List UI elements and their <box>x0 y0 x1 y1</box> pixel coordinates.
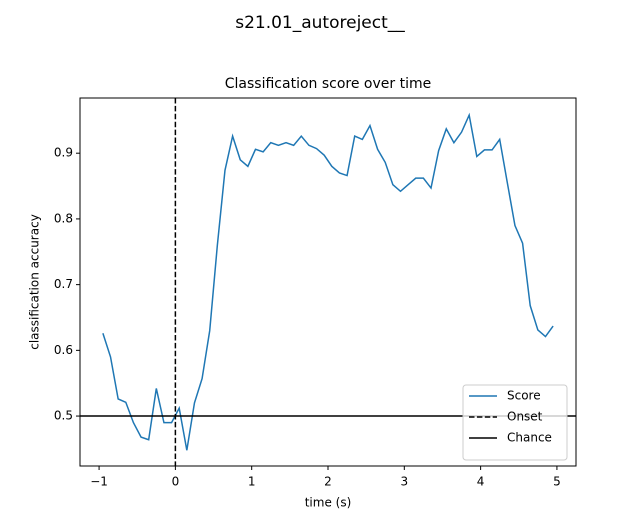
x-tick-label: −1 <box>90 475 108 489</box>
legend-box <box>462 384 568 461</box>
plot-frame <box>79 97 577 467</box>
x-axis-label: time (s) <box>305 496 352 510</box>
legend-label: Score <box>507 389 541 403</box>
x-tick-label: 5 <box>553 475 561 489</box>
x-tick-label: 4 <box>477 475 485 489</box>
x-tick-label: 1 <box>248 475 256 489</box>
y-tick-label: 0.9 <box>54 146 73 160</box>
x-tick-label: 2 <box>324 475 332 489</box>
legend-label: Chance <box>507 431 552 445</box>
y-tick-label: 0.7 <box>54 277 73 291</box>
chart-suptitle: s21.01_autoreject__ <box>235 13 405 33</box>
x-tick-label: 3 <box>400 475 408 489</box>
chart-title: Classification score over time <box>225 76 431 92</box>
legend-label: Onset <box>507 410 543 424</box>
y-tick-label: 0.5 <box>54 409 73 423</box>
score-line <box>102 112 554 451</box>
y-tick-label: 0.8 <box>54 211 73 225</box>
y-axis-label: classification accuracy <box>28 214 42 350</box>
y-tick-label: 0.6 <box>54 343 73 357</box>
x-tick-label: 0 <box>172 475 180 489</box>
